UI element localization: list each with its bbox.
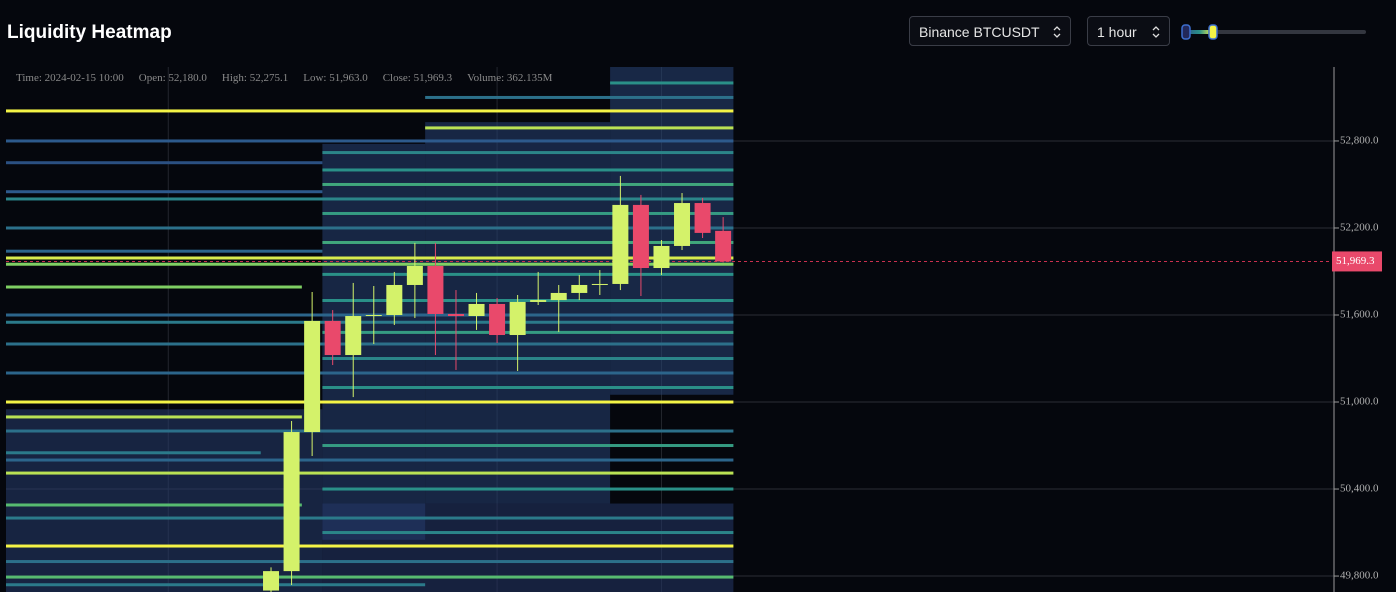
legend-item: Low: 51,963.0 (303, 72, 368, 84)
heatmap-level (6, 109, 734, 113)
heatmap-level (6, 342, 734, 346)
heatmap-level (610, 81, 734, 85)
y-tick-label: 49,800.0 (1340, 570, 1379, 582)
y-tick-label: 51,000.0 (1340, 396, 1379, 408)
legend-item: Volume: 362.135M (467, 72, 553, 84)
heatmap-level (322, 240, 734, 244)
heatmap-level (322, 330, 734, 334)
chevron (1053, 26, 1061, 38)
candle-body (263, 571, 280, 591)
exchange-select[interactable]: Binance BTCUSDT (909, 16, 1071, 46)
candle-body (530, 300, 547, 302)
heatmap-level (322, 168, 734, 172)
candle-body (365, 314, 382, 317)
candle-body (489, 303, 506, 336)
slider-thumb[interactable] (1181, 24, 1191, 40)
heatmap-level (6, 575, 734, 579)
legend-item: Open: 52,180.0 (138, 72, 207, 84)
heatmap-level (322, 151, 734, 155)
candle-body (509, 301, 526, 336)
heatmap-level (6, 458, 734, 462)
heatmap-level (322, 211, 734, 215)
heatmap-level (6, 415, 302, 419)
heatmap-level (6, 190, 323, 194)
heatmap-level (425, 126, 734, 130)
chevron (1152, 26, 1160, 38)
heatmap-level (6, 320, 734, 324)
candle-body (612, 204, 629, 284)
candle-body (427, 265, 444, 314)
heatmap-level (322, 298, 734, 302)
heatmap-level (6, 429, 734, 433)
candle-body (550, 292, 567, 301)
heatmap-level (322, 444, 734, 448)
heatmap-level (322, 531, 734, 535)
heatmap-level (6, 503, 302, 507)
heatmap-level (6, 371, 734, 375)
last-price-badge (1332, 251, 1382, 272)
candle-body (653, 245, 670, 269)
slider-thumb[interactable] (1208, 24, 1218, 40)
legend-item: Close: 51,969.3 (382, 72, 453, 84)
heatmap-level (322, 386, 734, 390)
interval-value: 1 hour (1097, 24, 1137, 40)
candle-body (386, 284, 403, 315)
heatmap-block (6, 409, 323, 592)
y-tick-label: 51,600.0 (1340, 309, 1379, 321)
interval-select[interactable]: 1 hour (1087, 16, 1170, 46)
candle-body (447, 313, 464, 317)
candle-body (304, 320, 321, 433)
heatmap-level (6, 516, 734, 520)
heatmap-level (6, 471, 734, 475)
candle-body (674, 203, 691, 246)
heatmap-level (6, 560, 734, 564)
y-tick-label: 52,800.0 (1340, 134, 1379, 146)
heatmap-level (6, 249, 323, 253)
heatmap-level (6, 400, 734, 404)
candle-body (283, 432, 300, 572)
heatmap-level (6, 544, 734, 548)
candle-body (324, 320, 341, 356)
candle-body (345, 316, 362, 356)
heatmap-level (6, 262, 734, 266)
y-tick-label: 52,200.0 (1340, 222, 1379, 234)
legend-item: Time: 2024-02-15 10:00 (16, 72, 124, 84)
heatmap-level (6, 197, 734, 201)
heatmap-level (6, 226, 734, 230)
heatmap-level (6, 451, 261, 455)
heatmap-block (610, 67, 734, 395)
candle-body (571, 284, 588, 293)
heatmap-level (6, 161, 323, 165)
candle-body (468, 303, 485, 317)
y-axis: 49,800.0 50,400.0 51,000.0 51,600.0 52,200.0… (1332, 67, 1382, 592)
exchange-value: Binance BTCUSDT (919, 24, 1040, 40)
heatmap-level (322, 357, 734, 361)
intensity-slider[interactable] (1180, 22, 1370, 42)
legend-item: High: 52,275.1 (221, 72, 289, 84)
candle-body (406, 265, 423, 285)
candle-body (715, 230, 732, 262)
heatmap-level (6, 583, 426, 587)
ohlc-legend: Time: 2024-02-15 10:00 Open: 52,180.0 High… (16, 72, 552, 84)
heatmap-level (322, 272, 734, 276)
heatmap-level (322, 487, 734, 491)
heatmap-level (6, 256, 734, 260)
candle-body (694, 203, 711, 233)
candle-body (591, 283, 608, 285)
heatmap-level (6, 139, 734, 143)
candle-body (632, 204, 649, 269)
heatmap-level (425, 95, 734, 99)
candles (6, 175, 1334, 592)
heatmap (6, 67, 734, 592)
last-price-label: 51,969.3 (1336, 255, 1375, 267)
heatmap-level (322, 182, 734, 186)
y-tick-label: 50,400.0 (1340, 483, 1379, 495)
chart-title: Liquidity Heatmap (7, 22, 172, 43)
heatmap-level (6, 285, 302, 289)
